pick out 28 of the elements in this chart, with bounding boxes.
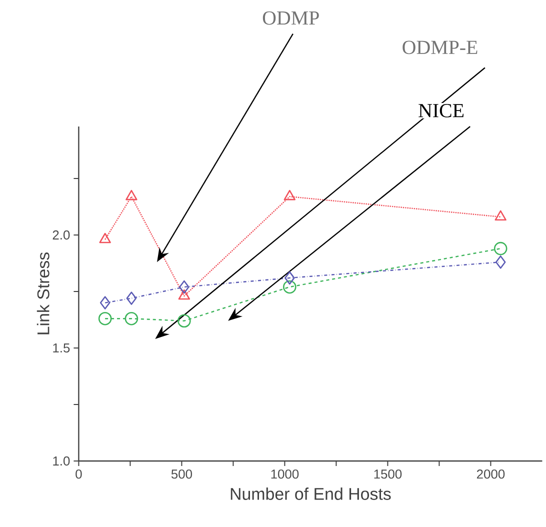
point [99,232,111,244]
x-tick-label: 1000 [271,470,299,479]
y-tick-label: 1.5 [53,343,70,352]
point [179,280,190,294]
y-tick-label: 1.0 [53,456,70,466]
point [283,280,296,294]
point [178,289,190,300]
point [98,312,112,326]
point [100,296,110,310]
x-tick-label: 500 [171,470,192,479]
point [124,312,138,326]
point [495,255,506,269]
y-axis-title: Link Stress [36,252,50,334]
x-tick-label: 2000 [476,470,505,479]
text: NICE [418,104,464,118]
x-tick-label: 1500 [374,470,402,479]
point [126,190,138,200]
y-tick-label: 2.0 [52,230,70,240]
point [494,242,508,256]
point [284,271,295,285]
x-tick-label: 0 [76,470,82,479]
point [178,314,191,328]
point [284,190,296,200]
point [126,292,137,305]
text: ODMP [262,11,319,25]
point [494,210,506,221]
x-axis-title: Number of End Hosts [230,488,391,500]
text: ODMP-E [402,40,478,54]
